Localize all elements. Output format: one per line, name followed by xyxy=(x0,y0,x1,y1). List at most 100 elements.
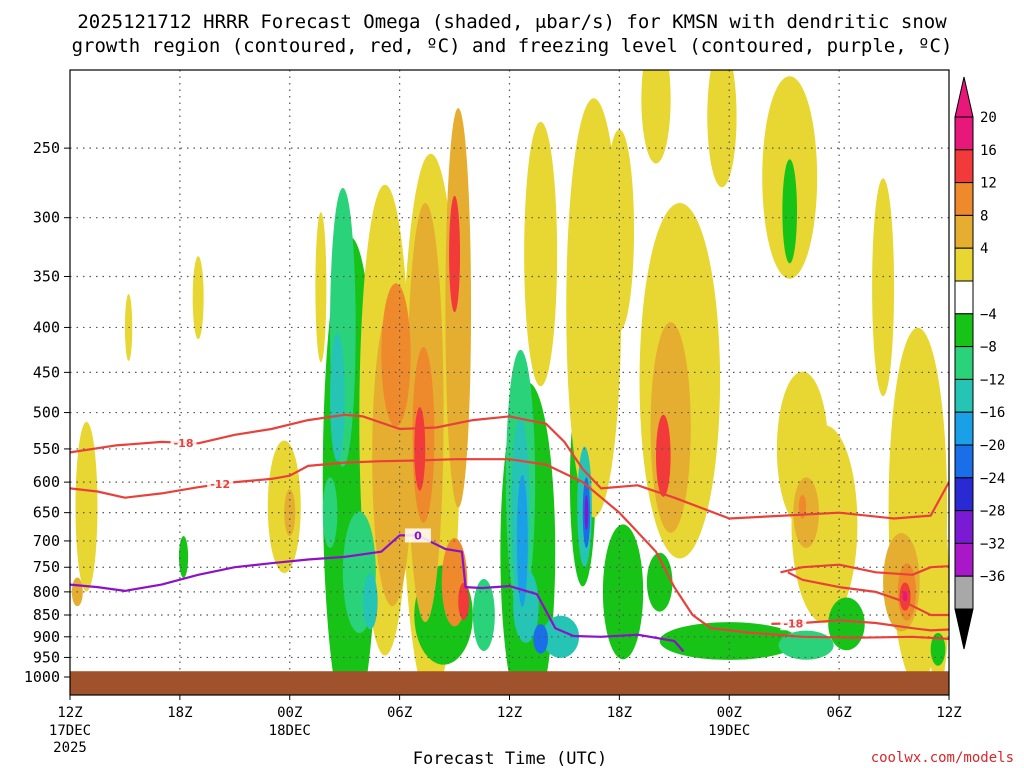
y-tick-label-650: 650 xyxy=(33,504,60,522)
plot-area: -18 -12 -18 0 xyxy=(70,70,949,695)
x-tick-label-6: 18Z xyxy=(167,705,192,721)
omega-region-23 xyxy=(782,159,798,264)
y-tick-label-400: 400 xyxy=(33,318,60,336)
omega-shading xyxy=(71,70,949,695)
omega-region-52 xyxy=(542,615,580,659)
omega-region-14 xyxy=(604,129,635,331)
colorbar-swatch-1 xyxy=(954,149,974,184)
freezing-level-line-label: 0 xyxy=(414,529,422,542)
x-tick-label-30: 18Z xyxy=(607,705,632,721)
colorbar-label-7: −8 xyxy=(980,340,997,356)
chart-title-line1: 2025121712 HRRR Forecast Omega (shaded, … xyxy=(77,11,947,33)
y-tick-label-450: 450 xyxy=(33,363,60,381)
omega-region-4 xyxy=(267,440,301,573)
omega-region-57 xyxy=(449,195,461,313)
omega-region-11 xyxy=(524,121,558,387)
omega-region-46 xyxy=(363,573,378,630)
x-tick-label-24: 12Z xyxy=(497,705,522,721)
colorbar-swatch-9 xyxy=(954,411,974,446)
x-axis-title: Forecast Time (UTC) xyxy=(413,749,607,768)
colorbar-label-3: 8 xyxy=(980,208,988,224)
colorbar-swatch-13 xyxy=(954,542,974,577)
x-tick-label-0: 12Z xyxy=(57,705,82,721)
y-tick-label-800: 800 xyxy=(33,583,60,601)
colorbar-label-11: −24 xyxy=(980,471,1005,487)
x-tick-label-12: 00Z xyxy=(277,705,302,721)
colorbar: 20 16 12 8 4 −4 −8 −12 −16 −20 −24 −28 −32 −36 xyxy=(954,76,1005,650)
colorbar-label-1: 16 xyxy=(980,143,997,159)
colorbar-label-8: −12 xyxy=(980,372,1005,388)
omega-region-60 xyxy=(656,414,671,497)
x-tick-year-0: 2025 xyxy=(53,740,87,756)
omega-region-25 xyxy=(791,425,858,624)
y-axis: 250 300 350 400 450 500 550 600 650 700 750 800 850 9… xyxy=(24,139,70,686)
isotherm-m12-4 xyxy=(780,563,949,576)
omega-region-45 xyxy=(330,332,345,462)
omega-region-20 xyxy=(707,70,737,188)
omega-region-62 xyxy=(533,624,548,654)
credit-text: coolwx.com/models xyxy=(871,750,1014,766)
y-tick-label-750: 750 xyxy=(33,558,60,576)
omega-region-59 xyxy=(516,474,528,607)
grid xyxy=(70,70,949,695)
x-tick-date-36: 19DEC xyxy=(708,723,750,739)
colorbar-swatch-8 xyxy=(954,378,974,413)
omega-region-64 xyxy=(902,590,908,603)
colorbar-swatch-2 xyxy=(954,182,974,216)
omega-region-38 xyxy=(445,108,472,508)
y-tick-label-350: 350 xyxy=(33,267,60,285)
colorbar-label-0: 20 xyxy=(980,110,997,126)
colorbar-swatch-10 xyxy=(954,444,974,479)
isotherm-m12-1-label-bg xyxy=(207,477,234,492)
colorbar-label-10: −20 xyxy=(980,438,1005,454)
isotherm-m12-1 xyxy=(70,458,949,640)
isotherm-m18-2-label-bg xyxy=(780,616,807,631)
isotherm-m12-1-label: -12 xyxy=(210,478,230,491)
omega-region-42 xyxy=(793,477,819,548)
y-tick-label-700: 700 xyxy=(33,532,60,550)
colorbar-swatch-4 xyxy=(954,247,974,282)
omega-region-39 xyxy=(472,578,495,652)
omega-region-54 xyxy=(798,494,807,519)
y-tick-label-950: 950 xyxy=(33,648,60,666)
y-tick-label-250: 250 xyxy=(33,139,60,157)
colorbar-label-13: −32 xyxy=(980,536,1005,552)
y-tick-label-1000: 1000 xyxy=(24,668,60,686)
ground-surface xyxy=(70,671,949,695)
isotherm-m18-0 xyxy=(70,413,949,520)
colorbar-swatch-5 xyxy=(954,280,974,315)
colorbar-swatch-0 xyxy=(954,116,974,151)
colorbar-label-4: 4 xyxy=(980,241,988,257)
y-tick-label-850: 850 xyxy=(33,606,60,624)
x-tick-date-0: 17DEC xyxy=(49,723,91,739)
y-tick-label-600: 600 xyxy=(33,473,60,491)
colorbar-bottom-arrow xyxy=(954,608,974,650)
isotherm-m12-3 xyxy=(787,571,949,617)
chart-title-line2: growth region (contoured, red, ºC) and f… xyxy=(72,35,953,57)
omega-region-26 xyxy=(828,597,865,651)
omega-region-47 xyxy=(381,283,411,427)
y-tick-label-900: 900 xyxy=(33,628,60,646)
colorbar-swatch-11 xyxy=(954,477,974,512)
omega-region-5 xyxy=(315,212,327,363)
isotherm-m18-0-label: -18 xyxy=(174,437,194,450)
isotherm-m18-0-label-bg xyxy=(170,435,197,450)
colorbar-label-14: −36 xyxy=(980,569,1005,585)
colorbar-swatch-12 xyxy=(954,510,974,544)
omega-region-21 xyxy=(659,622,799,660)
x-tick-label-42: 06Z xyxy=(826,705,851,721)
x-tick-date-12: 18DEC xyxy=(269,723,311,739)
omega-region-27 xyxy=(872,178,895,397)
colorbar-label-6: −4 xyxy=(980,307,997,323)
freezing-level-line xyxy=(70,534,685,653)
colorbar-swatch-3 xyxy=(954,214,974,249)
temperature-contours: -18 -12 -18 0 xyxy=(70,413,949,653)
colorbar-swatch-6 xyxy=(954,313,974,348)
y-tick-label-300: 300 xyxy=(33,209,60,227)
y-tick-label-550: 550 xyxy=(33,440,60,458)
omega-region-17 xyxy=(646,552,673,612)
omega-region-3 xyxy=(192,256,204,340)
omega-region-19 xyxy=(641,70,671,164)
